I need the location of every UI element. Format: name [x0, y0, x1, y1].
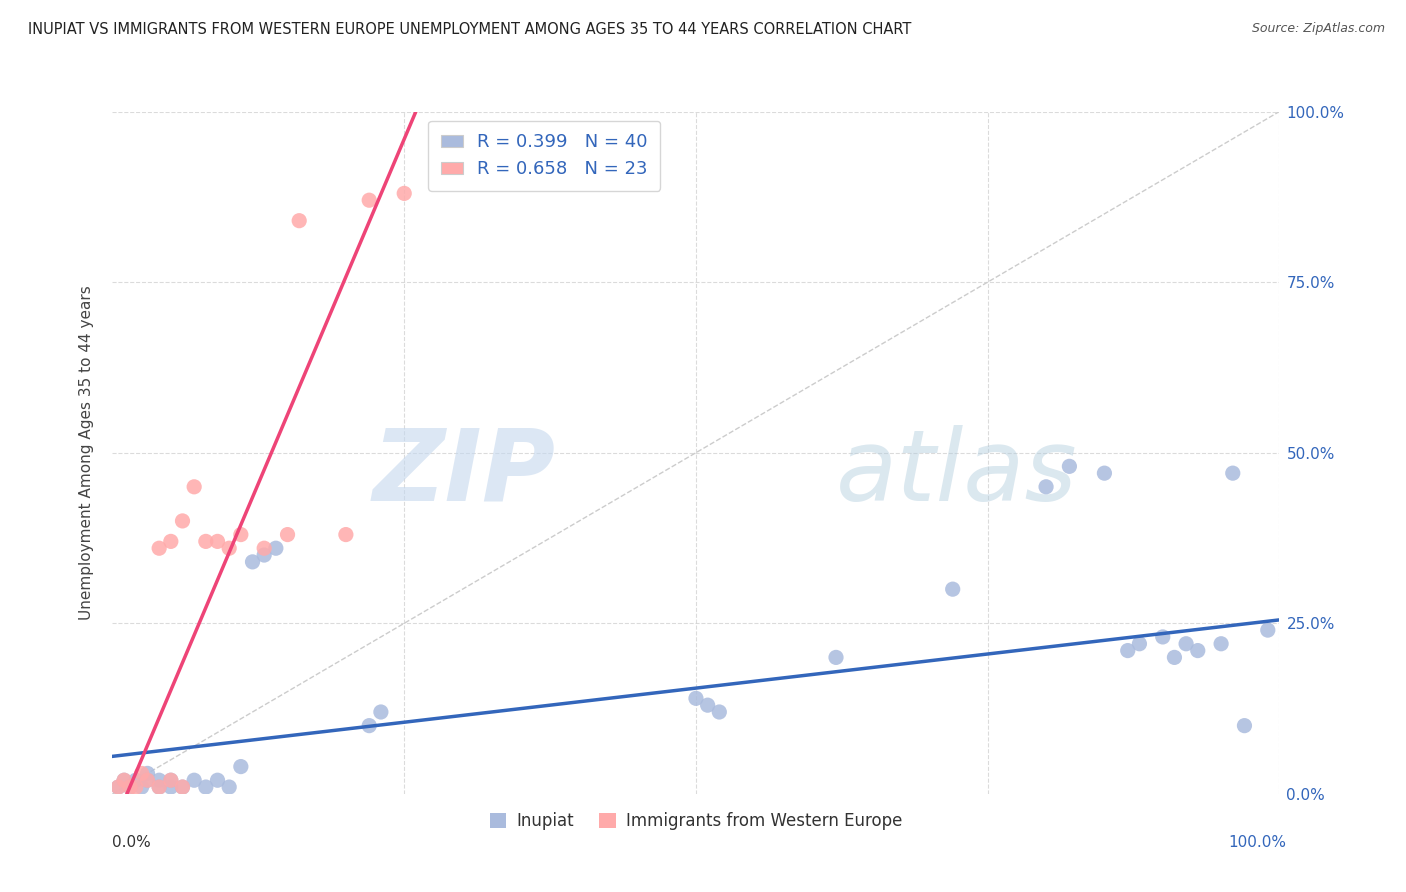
Point: [148, 780, 170, 794]
Point: [370, 705, 392, 719]
Text: 100.0%: 100.0%: [1229, 836, 1286, 850]
Point: [1222, 466, 1244, 480]
Point: [1163, 650, 1185, 665]
Point: [172, 780, 194, 794]
Point: [131, 780, 153, 794]
Point: [685, 691, 707, 706]
Point: [253, 541, 276, 556]
Point: [359, 193, 381, 207]
Point: [1209, 637, 1232, 651]
Point: [1035, 480, 1057, 494]
Point: [107, 780, 129, 794]
Point: [1152, 630, 1174, 644]
Point: [229, 759, 252, 773]
Point: [335, 527, 357, 541]
Y-axis label: Unemployment Among Ages 35 to 44 years: Unemployment Among Ages 35 to 44 years: [79, 285, 94, 620]
Point: [172, 514, 194, 528]
Point: [112, 773, 135, 788]
Point: [1116, 643, 1139, 657]
Point: [253, 548, 276, 562]
Point: [160, 773, 183, 788]
Point: [148, 541, 170, 556]
Point: [160, 534, 183, 549]
Point: [125, 780, 148, 794]
Point: [1059, 459, 1081, 474]
Text: ZIP: ZIP: [373, 425, 555, 522]
Point: [194, 780, 217, 794]
Point: [118, 780, 141, 794]
Point: [131, 766, 153, 780]
Point: [242, 555, 264, 569]
Point: [160, 780, 183, 794]
Point: [118, 780, 141, 794]
Point: [1175, 637, 1198, 651]
Point: [1233, 719, 1256, 733]
Point: [696, 698, 718, 713]
Point: [709, 705, 731, 719]
Point: [107, 780, 129, 794]
Point: [218, 780, 240, 794]
Text: Source: ZipAtlas.com: Source: ZipAtlas.com: [1251, 22, 1385, 36]
Point: [825, 650, 848, 665]
Point: [125, 773, 148, 788]
Point: [1187, 643, 1209, 657]
Point: [218, 541, 240, 556]
Point: [942, 582, 965, 596]
Text: atlas: atlas: [837, 425, 1077, 522]
Point: [207, 773, 229, 788]
Text: 0.0%: 0.0%: [112, 836, 152, 850]
Point: [172, 780, 194, 794]
Text: INUPIAT VS IMMIGRANTS FROM WESTERN EUROPE UNEMPLOYMENT AMONG AGES 35 TO 44 YEARS: INUPIAT VS IMMIGRANTS FROM WESTERN EUROP…: [28, 22, 911, 37]
Point: [229, 527, 252, 541]
Point: [207, 534, 229, 549]
Point: [136, 773, 159, 788]
Point: [1257, 623, 1279, 637]
Point: [136, 766, 159, 780]
Point: [160, 773, 183, 788]
Point: [194, 534, 217, 549]
Point: [264, 541, 287, 556]
Point: [148, 773, 170, 788]
Point: [394, 186, 416, 201]
Point: [359, 719, 381, 733]
Point: [288, 213, 311, 227]
Point: [1094, 466, 1116, 480]
Point: [112, 773, 135, 788]
Point: [148, 780, 170, 794]
Point: [183, 480, 205, 494]
Point: [276, 527, 298, 541]
Legend: Inupiat, Immigrants from Western Europe: Inupiat, Immigrants from Western Europe: [484, 805, 908, 837]
Point: [183, 773, 205, 788]
Point: [136, 773, 159, 788]
Point: [1128, 637, 1150, 651]
